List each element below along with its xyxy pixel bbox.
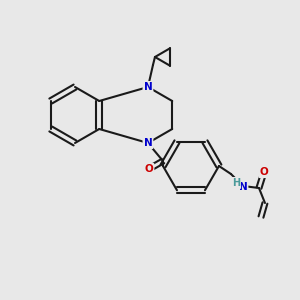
Text: O: O bbox=[260, 167, 268, 177]
Text: H: H bbox=[232, 178, 240, 188]
Text: O: O bbox=[145, 164, 153, 174]
Text: N: N bbox=[238, 182, 247, 192]
Text: N: N bbox=[144, 82, 152, 92]
Text: N: N bbox=[144, 138, 152, 148]
